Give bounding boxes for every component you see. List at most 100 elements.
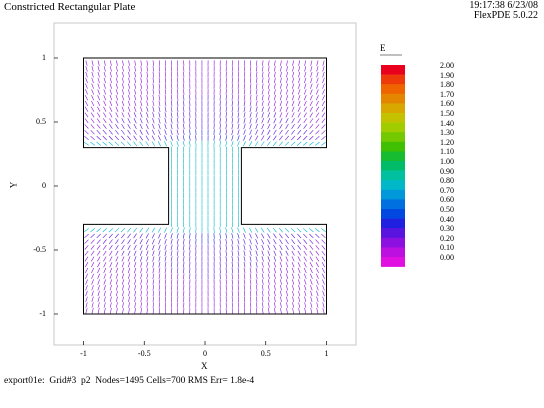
vector-arrow xyxy=(91,95,95,101)
vector-arrow xyxy=(273,256,277,262)
vector-arrow xyxy=(298,66,301,72)
vector-arrow xyxy=(303,239,308,244)
vector-arrow xyxy=(304,89,307,95)
vector-arrow xyxy=(97,89,100,95)
legend-swatch xyxy=(381,151,405,162)
vector-arrow xyxy=(219,233,221,239)
status-footer: export01e: Grid#3 p2 Nodes=1495 Cells=70… xyxy=(4,376,255,386)
vector-arrow xyxy=(309,267,313,274)
vector-arrow xyxy=(102,233,107,239)
vector-arrow xyxy=(261,123,265,130)
vector-arrow xyxy=(115,279,118,285)
vector-arrow xyxy=(103,262,107,268)
vector-arrow xyxy=(316,77,319,84)
vector-arrow xyxy=(267,83,270,89)
vector-arrow xyxy=(103,308,106,314)
vector-arrow xyxy=(256,308,258,314)
vector-arrow xyxy=(170,100,173,107)
legend-label: 0.20 xyxy=(440,233,454,243)
vector-arrow xyxy=(321,124,326,129)
vector-arrow xyxy=(268,71,270,78)
vector-arrow xyxy=(304,285,307,291)
vector-arrow xyxy=(91,279,94,285)
vector-arrow xyxy=(237,100,240,107)
vector-arrow xyxy=(274,290,276,297)
vector-arrow xyxy=(145,141,150,147)
vector-arrow xyxy=(302,228,308,233)
vector-arrow xyxy=(267,112,270,118)
vector-arrow xyxy=(310,60,313,66)
vector-arrow xyxy=(315,233,320,239)
vector-arrow xyxy=(316,83,319,89)
vector-arrow xyxy=(284,141,290,146)
vector-arrow xyxy=(127,267,131,274)
vector-arrow xyxy=(97,308,100,314)
vector-arrow xyxy=(219,112,221,118)
vector-arrow xyxy=(237,244,240,251)
vector-arrow xyxy=(146,256,149,262)
vector-arrow xyxy=(267,285,270,291)
vector-arrow xyxy=(237,123,240,130)
vector-arrow xyxy=(183,273,185,280)
vector-arrow xyxy=(164,100,167,107)
legend-label: 1.40 xyxy=(440,118,454,128)
vector-arrow xyxy=(231,83,233,89)
vector-arrow xyxy=(249,290,252,297)
vector-arrow xyxy=(140,100,143,107)
vector-arrow xyxy=(85,71,88,78)
vector-arrow xyxy=(115,262,119,268)
vector-arrow xyxy=(127,233,131,239)
vector-arrow xyxy=(279,256,283,262)
vector-arrow xyxy=(321,233,326,239)
vector-arrow xyxy=(256,302,258,308)
vector-arrow xyxy=(261,129,265,135)
vector-arrow xyxy=(321,106,326,112)
vector-arrow xyxy=(255,227,259,233)
vector-arrow xyxy=(267,239,271,245)
vector-arrow xyxy=(158,267,161,274)
vector-arrow xyxy=(298,279,301,285)
vector-arrow xyxy=(273,233,277,239)
y-tick-label: 0 xyxy=(42,181,46,190)
vector-arrow xyxy=(279,279,282,285)
vector-arrow xyxy=(309,245,314,250)
vector-arrow xyxy=(103,296,106,302)
legend-label: 0.30 xyxy=(440,224,454,234)
legend-label: 1.60 xyxy=(440,99,454,109)
vector-arrow xyxy=(243,66,246,72)
vector-arrow xyxy=(103,83,106,89)
vector-arrow xyxy=(292,302,294,308)
vector-arrow xyxy=(292,285,295,291)
legend-swatch xyxy=(381,189,405,200)
vector-arrow xyxy=(127,244,131,251)
vector-arrow xyxy=(297,118,301,124)
vector-arrow xyxy=(164,141,167,147)
vector-arrow xyxy=(250,308,252,314)
vector-arrow xyxy=(309,135,314,141)
vector-arrow xyxy=(170,106,173,112)
vector-arrow xyxy=(183,117,185,124)
vector-arrow xyxy=(285,95,289,101)
vector-arrow xyxy=(304,308,307,314)
vector-arrow xyxy=(177,256,179,262)
vector-arrow xyxy=(316,71,319,78)
vector-arrow xyxy=(322,296,325,302)
vector-arrow xyxy=(310,273,313,279)
vector-arrow xyxy=(297,233,302,239)
vector-arrow xyxy=(285,135,289,141)
vector-arrow xyxy=(152,256,155,262)
vector-arrow xyxy=(164,106,167,112)
vector-arrow xyxy=(292,66,294,72)
vector-arrow xyxy=(146,290,148,297)
vector-arrow xyxy=(91,285,94,291)
vector-arrow xyxy=(297,262,301,268)
vector-arrow xyxy=(219,227,221,233)
vector-arrow xyxy=(90,233,95,239)
vector-arrow xyxy=(249,250,252,256)
vector-arrow xyxy=(310,66,313,72)
vector-arrow xyxy=(231,112,234,118)
vector-arrow xyxy=(84,141,89,146)
vector-arrow xyxy=(298,308,300,314)
legend-swatch xyxy=(381,84,405,95)
vector-arrow xyxy=(134,89,137,95)
